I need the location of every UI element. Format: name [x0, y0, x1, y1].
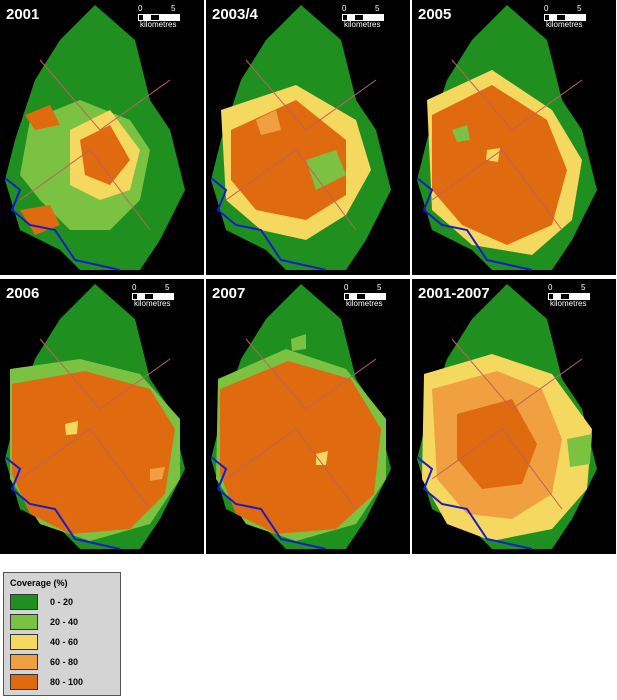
scale-bar: 0 5 kilometres [136, 4, 204, 34]
scale-tick-start: 0 [138, 4, 143, 13]
panel-title: 2001-2007 [418, 285, 490, 302]
legend-label: 80 - 100 [50, 677, 84, 687]
scale-tick-start: 0 [342, 4, 347, 13]
panel-title: 2007 [212, 285, 246, 302]
scale-bar: 0 5 kilometres [342, 283, 410, 313]
map-panel-2001: 2001 0 5 kilometres [0, 0, 204, 275]
legend-swatch [10, 674, 38, 690]
legend: Coverage (%) 0 - 20 20 - 40 40 - 60 60 -… [3, 572, 121, 696]
scale-units: kilometres [344, 20, 381, 29]
map-panel-2005: 2005 0 5 kilometres [412, 0, 616, 275]
legend-swatch [10, 634, 38, 650]
map-panel-2001-2007: 2001-2007 0 5 kilometres [412, 279, 616, 554]
legend-label: 40 - 60 [50, 637, 79, 647]
map-panel-2007: 2007 0 5 kilometres [206, 279, 410, 554]
panel-title: 2001 [6, 6, 40, 23]
coverage-map [210, 5, 391, 271]
coverage-map [416, 284, 597, 550]
legend-label: 20 - 40 [50, 617, 79, 627]
scale-tick-end: 5 [377, 283, 382, 292]
scale-bar: 0 5 kilometres [130, 283, 200, 313]
coverage-map [4, 284, 185, 550]
coverage-map [416, 5, 597, 271]
legend-item: 40 - 60 [10, 634, 116, 652]
panel-title: 2005 [418, 6, 452, 23]
scale-bar: 0 5 kilometres [542, 4, 612, 34]
panel-title: 2006 [6, 285, 40, 302]
legend-label: 60 - 80 [50, 657, 79, 667]
legend-item: 20 - 40 [10, 614, 116, 632]
scale-units: kilometres [346, 299, 383, 308]
scale-bar: 0 5 kilometres [340, 4, 410, 34]
legend-item: 0 - 20 [10, 594, 116, 612]
legend-swatch [10, 614, 38, 630]
scale-tick-start: 0 [344, 283, 349, 292]
coverage-map [4, 5, 185, 271]
scale-tick-start: 0 [544, 4, 549, 13]
scale-tick-end: 5 [171, 4, 176, 13]
legend-item: 60 - 80 [10, 654, 116, 672]
legend-swatch [10, 594, 38, 610]
scale-units: kilometres [140, 20, 177, 29]
scale-units: kilometres [550, 299, 587, 308]
legend-swatch [10, 654, 38, 670]
scale-tick-start: 0 [548, 283, 553, 292]
coverage-map [210, 284, 391, 550]
map-panel-2003-4: 2003/4 0 5 kilometres [206, 0, 410, 275]
map-panel-2006: 2006 0 5 kilometres [0, 279, 204, 554]
map-grid: 2001 0 5 kilometres 2003/4 0 5 kilometres [0, 0, 617, 556]
panel-title: 2003/4 [212, 6, 258, 23]
scale-units: kilometres [134, 299, 171, 308]
scale-tick-end: 5 [581, 283, 586, 292]
legend-item: 80 - 100 [10, 674, 116, 692]
legend-title: Coverage (%) [10, 578, 68, 588]
scale-tick-end: 5 [577, 4, 582, 13]
scale-tick-end: 5 [165, 283, 170, 292]
legend-label: 0 - 20 [50, 597, 74, 607]
scale-bar: 0 5 kilometres [546, 283, 616, 313]
scale-tick-start: 0 [132, 283, 137, 292]
scale-tick-end: 5 [375, 4, 380, 13]
scale-units: kilometres [546, 20, 583, 29]
